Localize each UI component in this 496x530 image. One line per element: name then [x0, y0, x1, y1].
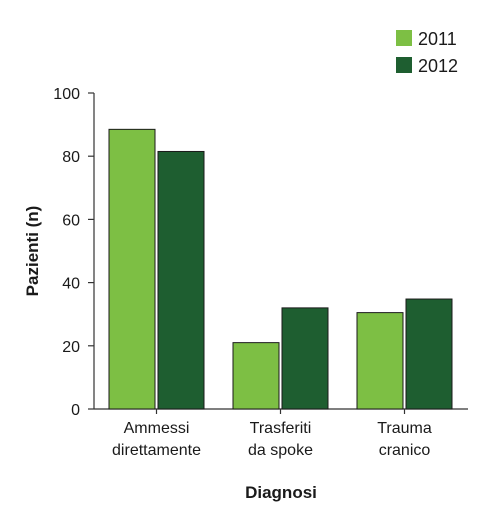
bar-2011-1	[232, 342, 280, 410]
bar-2012-2	[405, 298, 453, 410]
bars	[108, 128, 453, 410]
y-axis: 0 20 40 60 80 100	[53, 86, 95, 419]
y-tick-label: 60	[62, 212, 80, 229]
bar-2012-1	[281, 307, 329, 410]
bar-2011-2	[356, 312, 404, 410]
x-tick-label: Trasferiti da spoke	[248, 420, 313, 459]
y-tick-label: 0	[71, 402, 80, 419]
bar-2012-0	[157, 150, 205, 410]
y-axis-title: Pazienti (n)	[23, 206, 42, 297]
y-tick-label: 100	[53, 86, 80, 103]
x-tick-label: Ammessi direttamente	[112, 420, 201, 459]
category-labels: Ammessi direttamente Trasferiti da spoke Tra…	[112, 420, 432, 459]
legend-label-2012: 2012	[418, 56, 458, 76]
legend: 2011 2012	[396, 29, 458, 76]
bar-2011-0	[108, 128, 156, 410]
x-tick-label: Trauma cranico	[377, 420, 432, 459]
y-tick-label: 80	[62, 149, 80, 166]
x-axis	[94, 408, 468, 414]
y-tick-label: 40	[62, 276, 80, 293]
y-tick-label: 20	[62, 339, 80, 356]
legend-label-2011: 2011	[418, 29, 457, 49]
x-axis-title: Diagnosi	[245, 483, 317, 502]
legend-swatch-2012	[396, 57, 412, 73]
legend-swatch-2011	[396, 30, 412, 46]
